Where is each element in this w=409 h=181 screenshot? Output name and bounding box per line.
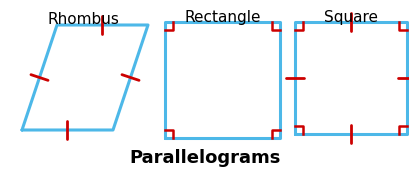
- Text: Rectangle: Rectangle: [184, 10, 260, 25]
- Text: Parallelograms: Parallelograms: [129, 149, 280, 167]
- Text: Square: Square: [323, 10, 377, 25]
- Text: Rhombus: Rhombus: [47, 12, 119, 27]
